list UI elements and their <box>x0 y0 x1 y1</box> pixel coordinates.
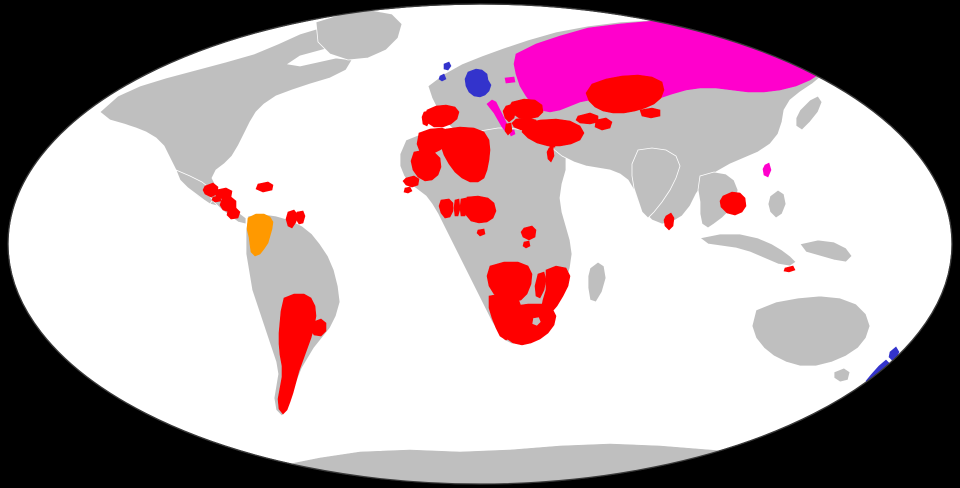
country-colombia[interactable] <box>246 213 274 257</box>
land-india <box>631 147 681 219</box>
country-rwanda[interactable] <box>522 240 531 249</box>
country-argentina[interactable] <box>277 293 317 415</box>
land-southeast-asia <box>697 171 739 229</box>
country-estonia[interactable] <box>504 76 516 84</box>
land-australia <box>751 295 871 367</box>
country-cambodia[interactable] <box>719 191 747 216</box>
country-mauritania[interactable] <box>410 149 442 182</box>
land-new-guinea <box>799 239 853 263</box>
country-angola[interactable] <box>486 261 533 303</box>
country-lesotho[interactable] <box>531 316 542 327</box>
country-turkey[interactable] <box>521 118 585 147</box>
country-senegal[interactable] <box>402 175 420 188</box>
country-uruguay[interactable] <box>310 318 327 337</box>
country-nigeria[interactable] <box>463 195 497 224</box>
country-costa-rica[interactable] <box>226 207 241 220</box>
land-indonesia <box>699 233 797 267</box>
country-united-kingdom[interactable] <box>438 61 452 82</box>
country-dominican-republic[interactable] <box>255 181 274 193</box>
country-sri-lanka[interactable] <box>663 212 675 231</box>
country-togo-benin[interactable] <box>453 197 468 217</box>
land-madagascar <box>587 261 607 303</box>
country-uganda[interactable] <box>520 225 537 241</box>
country-lebanon[interactable] <box>548 141 556 149</box>
country-malawi[interactable] <box>534 271 547 299</box>
globe-outline <box>7 3 953 485</box>
country-el-salvador[interactable] <box>211 195 222 203</box>
country-serbia[interactable] <box>502 103 517 123</box>
country-south-africa[interactable] <box>497 303 557 346</box>
country-equatorial-guinea[interactable] <box>476 228 486 237</box>
land-philippines <box>767 189 787 219</box>
country-guinea-bissau[interactable] <box>403 186 413 194</box>
country-georgia[interactable] <box>575 112 599 125</box>
country-germany[interactable] <box>464 68 492 98</box>
country-mozambique[interactable] <box>540 265 571 317</box>
country-portugal[interactable] <box>421 110 431 127</box>
country-azerbaijan[interactable] <box>594 117 613 131</box>
country-kazakhstan[interactable] <box>585 74 665 114</box>
country-ghana[interactable] <box>438 198 454 219</box>
country-kyrgyzstan[interactable] <box>639 107 661 119</box>
land-mexico <box>175 169 215 205</box>
country-guyana[interactable] <box>285 209 298 229</box>
country-guatemala[interactable] <box>202 182 219 198</box>
country-east-timor[interactable] <box>783 265 796 273</box>
country-algeria[interactable] <box>440 126 491 183</box>
land-japan <box>795 95 823 131</box>
country-taiwan[interactable] <box>762 162 772 178</box>
country-albania[interactable] <box>504 122 513 136</box>
country-suriname[interactable] <box>295 210 306 225</box>
land-tasmania <box>833 367 851 383</box>
